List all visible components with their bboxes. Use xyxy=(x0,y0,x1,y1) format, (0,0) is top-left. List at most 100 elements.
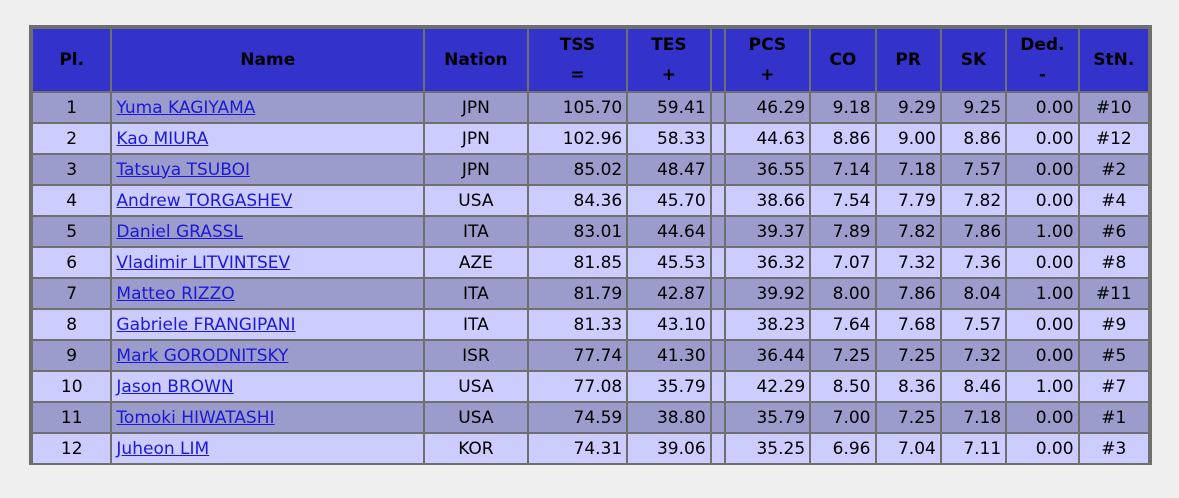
sk-cell: 7.57 xyxy=(941,155,1006,184)
sk-value: 7.86 xyxy=(963,221,1002,242)
tss-value: 74.31 xyxy=(573,438,623,459)
sk-value: 8.04 xyxy=(963,283,1002,304)
skater-profile-link[interactable]: Yuma KAGIYAMA xyxy=(116,97,256,118)
nation-cell: JPN xyxy=(425,93,527,122)
place-cell: 6 xyxy=(33,248,111,277)
place-value: 3 xyxy=(66,159,78,180)
tes-value: 42.87 xyxy=(656,283,706,304)
nation-cell: JPN xyxy=(425,155,527,184)
sk-cell: 7.82 xyxy=(941,186,1006,215)
sk-cell: 7.18 xyxy=(941,403,1006,432)
pcs-cell: 38.66 xyxy=(725,186,810,215)
start-number-value: #8 xyxy=(1101,252,1127,273)
place-cell: 1 xyxy=(33,93,111,122)
start-number-cell: #12 xyxy=(1079,124,1148,153)
tes-value: 58.33 xyxy=(656,128,706,149)
deductions-value: 0.00 xyxy=(1035,252,1074,273)
sk-value: 7.36 xyxy=(963,252,1002,273)
co-value: 6.96 xyxy=(832,438,871,459)
tes-value: 38.80 xyxy=(656,407,706,428)
tss-cell: 77.08 xyxy=(528,372,627,401)
nation-cell: USA xyxy=(425,403,527,432)
skater-profile-link[interactable]: Jason BROWN xyxy=(116,376,234,397)
table-row: 9 Mark GORODNITSKY ISR 77.74 41.30 36.44 7.25 7… xyxy=(33,341,1148,370)
pr-value: 7.86 xyxy=(897,283,936,304)
tes-cell: 38.80 xyxy=(628,403,710,432)
skater-profile-link[interactable]: Juheon LIM xyxy=(116,438,210,459)
skater-profile-link[interactable]: Kao MIURA xyxy=(116,128,209,149)
col-header-deductions: Ded. - xyxy=(1007,29,1078,91)
start-number-cell: #7 xyxy=(1079,372,1148,401)
start-number-value: #5 xyxy=(1101,345,1127,366)
pcs-cell: 35.25 xyxy=(725,434,810,463)
skater-profile-link[interactable]: Gabriele FRANGIPANI xyxy=(116,314,296,335)
place-value: 7 xyxy=(66,283,78,304)
tss-cell: 84.36 xyxy=(528,186,627,215)
co-cell: 9.18 xyxy=(811,93,875,122)
pr-value: 9.00 xyxy=(897,128,936,149)
col-header-spacer xyxy=(711,29,724,91)
skater-name-cell: Mark GORODNITSKY xyxy=(112,341,424,370)
col-header-tes: TES + xyxy=(628,29,710,91)
sk-cell: 7.57 xyxy=(941,310,1006,339)
skater-profile-link[interactable]: Matteo RIZZO xyxy=(116,283,235,304)
sk-cell: 9.25 xyxy=(941,93,1006,122)
place-value: 11 xyxy=(60,407,83,428)
co-value: 8.00 xyxy=(832,283,871,304)
skater-name-cell: Jason BROWN xyxy=(112,372,424,401)
table-row: 10 Jason BROWN USA 77.08 35.79 42.29 8.50 8.36 8… xyxy=(33,372,1148,401)
start-number-cell: #4 xyxy=(1079,186,1148,215)
place-cell: 2 xyxy=(33,124,111,153)
tss-cell: 77.74 xyxy=(528,341,627,370)
tss-value: 85.02 xyxy=(573,159,623,180)
deductions-cell: 1.00 xyxy=(1007,279,1078,308)
skater-profile-link[interactable]: Mark GORODNITSKY xyxy=(116,345,289,366)
pcs-cell: 42.29 xyxy=(725,372,810,401)
start-number-cell: #6 xyxy=(1079,217,1148,246)
nation-value: USA xyxy=(458,376,494,397)
pcs-cell: 44.63 xyxy=(725,124,810,153)
nation-value: AZE xyxy=(458,252,493,273)
spacer-cell xyxy=(711,279,724,308)
tes-value: 35.79 xyxy=(656,376,706,397)
deductions-value: 0.00 xyxy=(1035,345,1074,366)
deductions-cell: 0.00 xyxy=(1007,248,1078,277)
nation-cell: USA xyxy=(425,186,527,215)
sk-cell: 7.32 xyxy=(941,341,1006,370)
start-number-cell: #9 xyxy=(1079,310,1148,339)
deductions-value: 0.00 xyxy=(1035,159,1074,180)
tes-value: 59.41 xyxy=(656,97,706,118)
co-value: 7.25 xyxy=(832,345,871,366)
start-number-cell: #1 xyxy=(1079,403,1148,432)
skater-profile-link[interactable]: Tatsuya TSUBOI xyxy=(116,159,250,180)
start-number-value: #3 xyxy=(1101,438,1127,459)
place-cell: 11 xyxy=(33,403,111,432)
tes-cell: 58.33 xyxy=(628,124,710,153)
sk-cell: 8.46 xyxy=(941,372,1006,401)
pcs-cell: 46.29 xyxy=(725,93,810,122)
nation-value: JPN xyxy=(461,159,490,180)
place-cell: 7 xyxy=(33,279,111,308)
deductions-cell: 0.00 xyxy=(1007,341,1078,370)
nation-value: USA xyxy=(458,407,494,428)
skater-profile-link[interactable]: Andrew TORGASHEV xyxy=(116,190,293,211)
place-value: 2 xyxy=(66,128,78,149)
col-header-nation: Nation xyxy=(425,29,527,91)
tss-cell: 81.79 xyxy=(528,279,627,308)
nation-value: ITA xyxy=(463,221,489,242)
tes-value: 48.47 xyxy=(656,159,706,180)
place-value: 1 xyxy=(66,97,78,118)
pr-value: 7.25 xyxy=(897,407,936,428)
pr-cell: 9.00 xyxy=(876,124,940,153)
pr-cell: 7.68 xyxy=(876,310,940,339)
spacer-cell xyxy=(711,155,724,184)
skater-profile-link[interactable]: Vladimir LITVINTSEV xyxy=(116,252,291,273)
skater-profile-link[interactable]: Tomoki HIWATASHI xyxy=(116,407,275,428)
spacer-cell xyxy=(711,434,724,463)
pcs-value: 36.32 xyxy=(756,252,806,273)
tss-cell: 83.01 xyxy=(528,217,627,246)
co-value: 7.89 xyxy=(832,221,871,242)
skater-profile-link[interactable]: Daniel GRASSL xyxy=(116,221,243,242)
spacer-cell xyxy=(711,217,724,246)
place-cell: 5 xyxy=(33,217,111,246)
